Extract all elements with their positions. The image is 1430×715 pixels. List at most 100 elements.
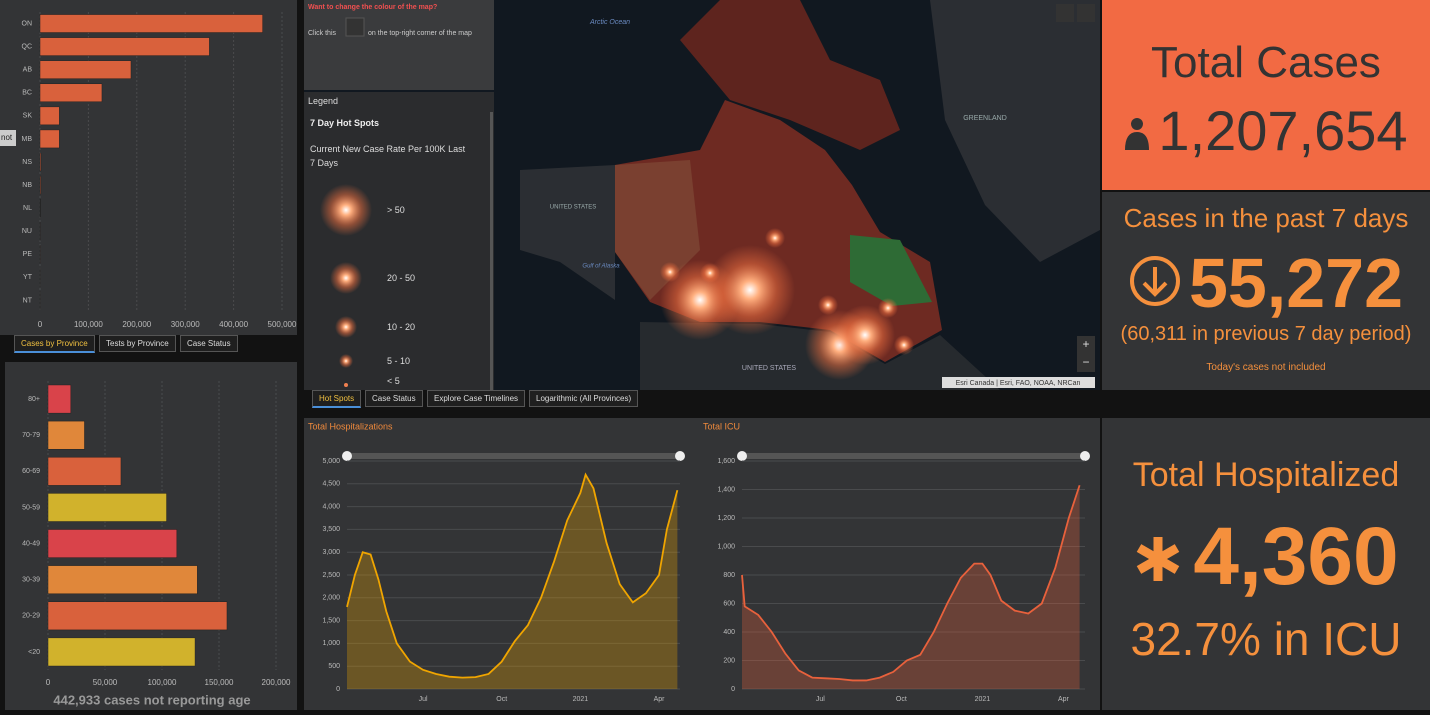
zoom-out[interactable]: − (1082, 355, 1089, 369)
y-tick-label: 4,000 (322, 503, 340, 510)
tooltip-bg (0, 130, 16, 146)
legend-symbol (339, 354, 353, 368)
hot-spots (660, 228, 914, 380)
x-tick-label: Apr (1058, 696, 1070, 703)
line (346, 472, 679, 679)
bar (39, 14, 263, 33)
y-tick-label: MB (22, 136, 33, 143)
asterisk-icon (1137, 537, 1180, 581)
hot-spot (660, 262, 680, 282)
y-tick-label: NU (22, 228, 32, 235)
tab[interactable]: Tests by Province (99, 335, 176, 352)
y-tick-label: NL (23, 205, 32, 212)
y-tick-label: 1,400 (717, 486, 735, 493)
legend-heading: Legend (308, 96, 339, 106)
tab[interactable]: Case Status (365, 390, 423, 407)
alaska (520, 165, 615, 300)
y-tick-label: 30-39 (22, 577, 40, 584)
x-tick-label: 100,000 (74, 320, 103, 329)
y-tick-label: ON (22, 20, 33, 27)
x-tick-label: 200,000 (122, 320, 151, 329)
chart-title: Total ICU (703, 421, 740, 431)
down-icon (1129, 256, 1180, 306)
total-cases-title: Total Cases (1151, 38, 1381, 87)
legend-class: > 50 (387, 205, 405, 215)
slider-handle (737, 451, 747, 461)
legend-box (304, 92, 494, 390)
icu-share: 32.7% in ICU (1130, 613, 1402, 665)
x-tick-label: 2021 (573, 696, 589, 703)
x-tick-label: Oct (896, 696, 907, 703)
map-label: UNITED STATES (742, 365, 797, 372)
note: 442,933 cases not reporting age (53, 692, 250, 707)
y-tick-label: 600 (723, 600, 735, 607)
legend-layer: 7 Day Hot Spots (310, 118, 380, 128)
y-tick-label: 4,500 (322, 481, 340, 488)
area (347, 474, 678, 689)
slider (742, 453, 1085, 459)
y-tick-label: 0 (336, 686, 340, 693)
x-tick-label: Jul (419, 696, 428, 703)
tab[interactable]: Explore Case Timelines (427, 390, 526, 407)
x-tick-label: 150,000 (205, 678, 234, 687)
basemap-button[interactable] (1077, 4, 1095, 22)
y-tick-label: PE (23, 251, 33, 258)
x-tick-label: 50,000 (93, 678, 118, 687)
hot-spot (765, 228, 785, 248)
total-cases-value: 1,207,654 (1158, 99, 1408, 162)
y-tick-label: 800 (723, 572, 735, 579)
hosp-title: Total Hospitalized (1132, 456, 1400, 494)
y-tick-label: 3,000 (322, 549, 340, 556)
week-value: 55,272 (1188, 244, 1404, 322)
legend-description: Current New Case Rate Per 100K Last 7 Da… (310, 144, 466, 168)
bar (47, 637, 196, 667)
hot-spot (835, 305, 895, 365)
tab[interactable]: Cases by Province (14, 335, 95, 353)
y-tick-label: 1,500 (322, 617, 340, 624)
week-title: Cases in the past 7 days (1123, 203, 1409, 233)
tab[interactable]: Case Status (180, 335, 238, 352)
week-row: 55,272 (1102, 243, 1430, 323)
y-tick-label: 500 (328, 663, 340, 670)
line (741, 484, 1081, 682)
greenland (930, 0, 1100, 262)
note-before: Click this (308, 30, 337, 37)
bar (39, 37, 210, 56)
note-box (304, 0, 494, 90)
hosp-row: 4,360 (1102, 510, 1430, 604)
map-label: GREENLAND (963, 115, 1007, 122)
arctic-islands (680, 0, 900, 150)
y-tick-label: 2,500 (322, 572, 340, 579)
home-button[interactable] (1056, 4, 1074, 22)
x-tick-label: Oct (496, 696, 507, 703)
yukon (615, 160, 700, 300)
y-tick-label: 80+ (28, 396, 40, 403)
map-label: Arctic Ocean (589, 19, 630, 26)
y-tick-label: 40-49 (22, 540, 40, 547)
y-tick-label: 5,000 (322, 458, 340, 465)
y-tick-label: 1,000 (322, 640, 340, 647)
tab[interactable]: Hot Spots (312, 390, 362, 408)
x-tick-label: 300,000 (171, 320, 200, 329)
total-cases-row: 1,207,654 (1102, 98, 1430, 163)
y-tick-label: 1,600 (717, 458, 735, 465)
hot-spot (700, 263, 720, 283)
y-tick-label: QC (22, 43, 33, 50)
bar (39, 60, 132, 79)
person-icon (1125, 118, 1150, 150)
y-tick-label: YT (23, 274, 33, 281)
tab[interactable]: Logarithmic (All Provinces) (529, 390, 639, 407)
zoom-in[interactable]: + (1082, 337, 1089, 351)
map-label: UNITED STATES (550, 205, 596, 211)
x-tick-label: 0 (46, 678, 51, 687)
note-title: Want to change the colour of the map? (308, 4, 438, 11)
y-tick-label: BC (22, 90, 32, 97)
zoom-buttons[interactable] (1077, 336, 1095, 372)
map-icon (345, 17, 365, 37)
y-tick-label: 50-59 (22, 504, 40, 511)
y-tick-label: 2,000 (322, 595, 340, 602)
legend-symbol (330, 262, 362, 294)
legend-class: 10 - 20 (387, 322, 416, 332)
legend-symbol (335, 316, 357, 338)
